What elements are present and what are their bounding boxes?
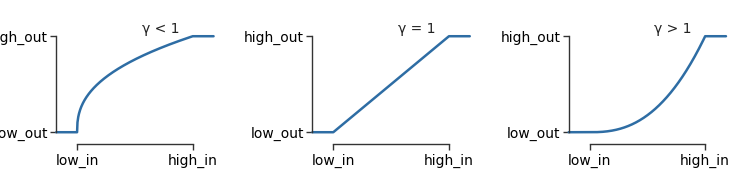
Text: γ = 1: γ = 1 xyxy=(398,22,435,36)
Text: γ < 1: γ < 1 xyxy=(142,22,179,36)
Text: γ > 1: γ > 1 xyxy=(654,22,691,36)
